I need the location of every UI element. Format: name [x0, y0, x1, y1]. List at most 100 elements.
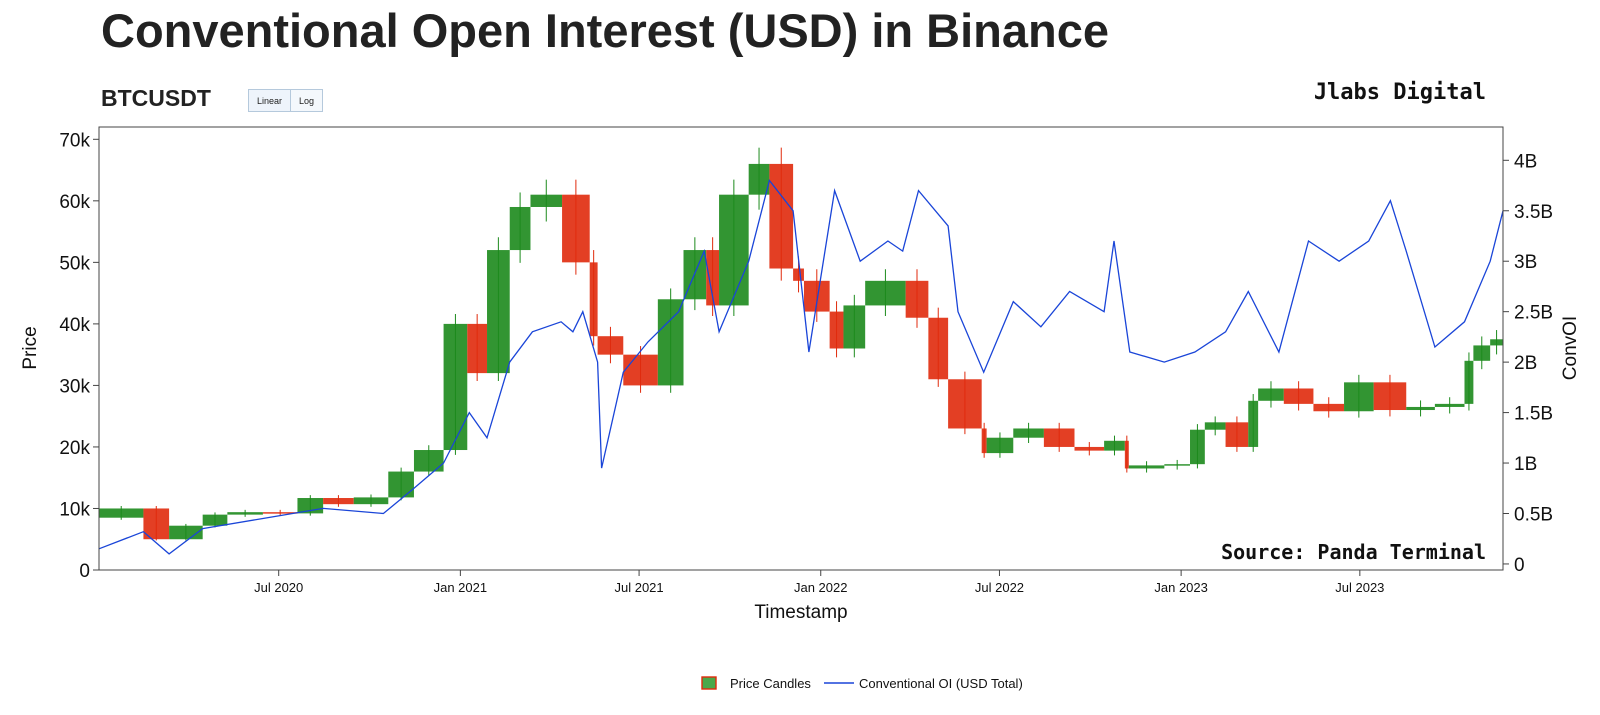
- legend: Price Candles Conventional OI (USD Total…: [701, 676, 1023, 691]
- candle-body: [865, 280, 906, 306]
- y-tick-label: 60k: [59, 192, 90, 213]
- candle-body: [1473, 345, 1491, 361]
- candle-body: [169, 525, 203, 540]
- candle-body: [1225, 422, 1249, 447]
- y2-tick-label: 1.5B: [1514, 404, 1553, 425]
- candle-body: [1164, 464, 1191, 466]
- candle-body: [1190, 429, 1205, 465]
- y-tick-label: 30k: [59, 376, 90, 397]
- candle-body: [487, 250, 510, 374]
- candle-body: [562, 194, 590, 263]
- scale-toggle: Linear Log: [248, 89, 324, 112]
- y-tick-label: 70k: [59, 130, 90, 151]
- candle-body: [829, 311, 844, 349]
- legend-candle-icon: [701, 676, 717, 690]
- page-title: Conventional Open Interest (USD) in Bina…: [101, 4, 1109, 57]
- x-tick-label: Jul 2023: [1335, 580, 1384, 595]
- candle-body: [467, 323, 488, 374]
- candle-body: [1434, 403, 1465, 407]
- candle-body: [1204, 422, 1226, 430]
- y2-axis-label: ConvOI: [1560, 316, 1581, 380]
- candle-body: [353, 497, 389, 505]
- candle-body: [769, 163, 794, 269]
- legend-oi: Conventional OI (USD Total): [859, 676, 1023, 691]
- y2-axis-ticks: 0 0.5B 1B 1.5B 2B 2.5B 3B 3.5B 4B: [1503, 151, 1553, 576]
- y-tick-label: 40k: [59, 315, 90, 336]
- candle-body: [1248, 400, 1259, 447]
- candle-body: [1124, 440, 1129, 469]
- candle-body: [803, 280, 830, 312]
- candle-body: [202, 514, 228, 526]
- y2-tick-label: 2.5B: [1514, 303, 1553, 324]
- x-axis-ticks: Jul 2020 Jan 2021 Jul 2021 Jan 2022 Jul 2022…: [254, 570, 1384, 595]
- candle-body: [793, 268, 804, 281]
- candle-body: [589, 262, 598, 337]
- y2-tick-label: 3B: [1514, 252, 1537, 273]
- x-tick-label: Jul 2020: [254, 580, 303, 595]
- x-axis-label: Timestamp: [754, 602, 847, 623]
- candle-body: [706, 250, 720, 306]
- y2-tick-label: 4B: [1514, 151, 1537, 172]
- candle-body: [981, 428, 987, 454]
- candle-body: [143, 508, 170, 540]
- candle-body: [99, 508, 144, 518]
- candle-body: [509, 206, 531, 251]
- x-tick-label: Jul 2021: [614, 580, 663, 595]
- candle-body: [1074, 446, 1105, 451]
- candle-body: [530, 194, 563, 207]
- plot-frame: [98, 126, 1504, 571]
- y-axis-label: Price: [20, 326, 41, 369]
- candle-body: [1313, 403, 1345, 412]
- brand-label: Jlabs Digital: [1313, 80, 1486, 105]
- x-tick-label: Jan 2021: [434, 580, 488, 595]
- candle-body: [1406, 406, 1435, 411]
- y2-tick-label: 1B: [1514, 454, 1537, 475]
- candle-body: [1128, 465, 1165, 469]
- candle-body: [623, 354, 658, 386]
- candle-body: [719, 194, 749, 306]
- candle-body: [413, 450, 444, 472]
- candle-body: [597, 336, 624, 355]
- candle-body: [323, 498, 354, 505]
- legend-price-candles: Price Candles: [730, 676, 811, 691]
- candle-body: [1464, 360, 1474, 404]
- y2-tick-label: 2B: [1514, 353, 1537, 374]
- candle-body: [1258, 388, 1284, 401]
- candle-body: [843, 305, 866, 349]
- candle-body: [227, 512, 263, 515]
- log-scale-button[interactable]: Log: [291, 89, 324, 112]
- candle-body: [948, 379, 982, 429]
- candle-body: [1043, 428, 1075, 447]
- candle-body: [1013, 428, 1044, 438]
- candle-body: [1283, 388, 1314, 404]
- candle-body: [748, 163, 770, 195]
- candle-body: [262, 512, 298, 514]
- candle-body: [905, 280, 929, 318]
- y-tick-label: 10k: [59, 499, 90, 520]
- x-tick-label: Jan 2022: [794, 580, 848, 595]
- candle-body: [1104, 440, 1125, 451]
- candle-body: [443, 323, 468, 451]
- y2-tick-label: 0: [1514, 555, 1525, 576]
- candle-body: [1490, 339, 1503, 346]
- price-candles: [99, 147, 1503, 541]
- y-tick-label: 0: [79, 561, 90, 582]
- candle-body: [388, 471, 414, 498]
- candle-body: [986, 437, 1014, 454]
- y2-tick-label: 3.5B: [1514, 202, 1553, 223]
- y-tick-label: 50k: [59, 253, 90, 274]
- y2-tick-label: 0.5B: [1514, 504, 1553, 525]
- x-tick-label: Jul 2022: [975, 580, 1024, 595]
- y-tick-label: 20k: [59, 438, 90, 459]
- y-axis-ticks: 0 10k 20k 30k 40k 50k 60k 70k: [59, 130, 99, 582]
- x-tick-label: Jan 2023: [1154, 580, 1208, 595]
- candle-body: [928, 317, 949, 380]
- candle-body: [1373, 382, 1407, 411]
- source-label: Source: Panda Terminal: [1221, 540, 1486, 564]
- candle-body: [1344, 382, 1374, 412]
- symbol-label: BTCUSDT: [101, 85, 211, 111]
- oi-series-line: [98, 179, 1504, 555]
- linear-scale-button[interactable]: Linear: [248, 89, 292, 112]
- candle-body: [657, 299, 684, 386]
